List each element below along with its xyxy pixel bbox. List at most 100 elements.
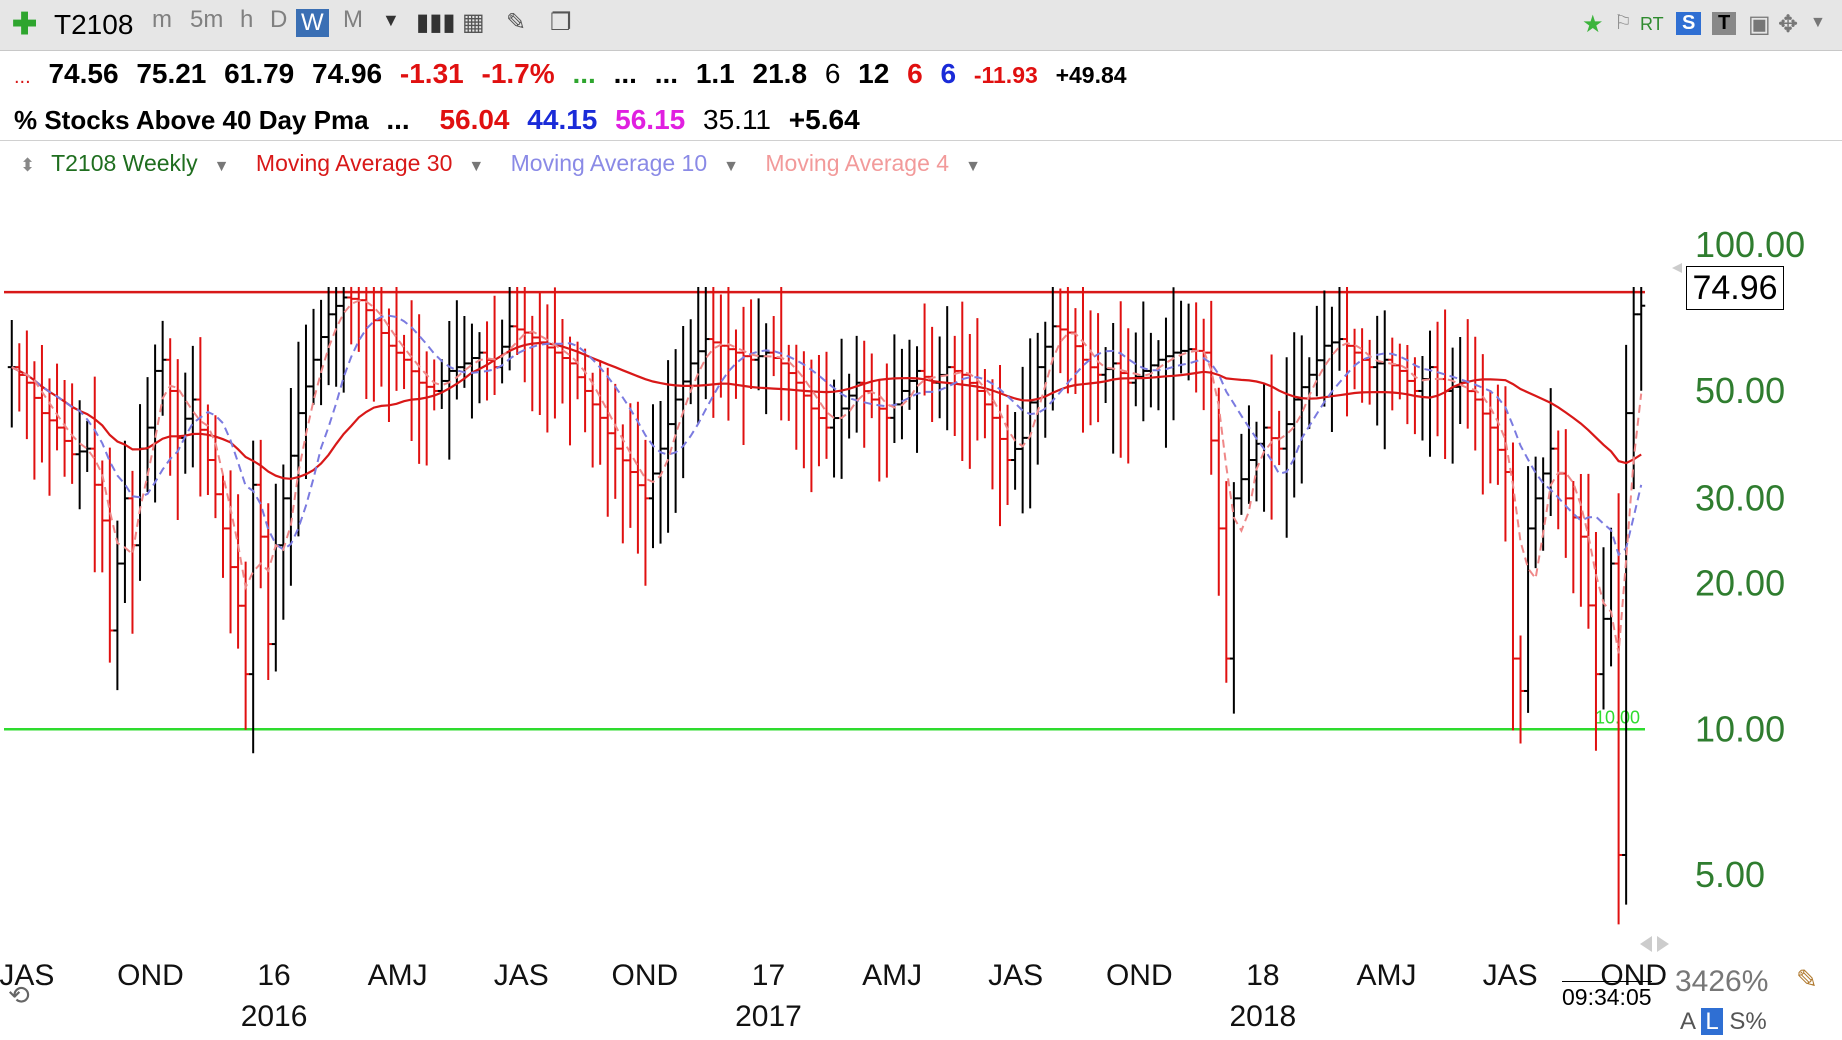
refresh-icon[interactable]: ⟲ bbox=[8, 980, 30, 1010]
reference-lines: 10.00 bbox=[4, 290, 1645, 731]
indicator-dots: ... bbox=[386, 104, 410, 135]
add-icon[interactable]: ✚ bbox=[12, 8, 38, 41]
pencil-icon[interactable]: ✎ bbox=[506, 9, 527, 36]
quote-close: 74.96 bbox=[312, 58, 383, 89]
tf-day[interactable]: D bbox=[270, 6, 288, 33]
legend-ma4[interactable]: Moving Average 4 ▼ bbox=[765, 150, 991, 176]
y-tick-label: 30.00 bbox=[1695, 477, 1785, 518]
x-year-label: 2018 bbox=[1230, 1000, 1297, 1033]
quote-v3: 6 bbox=[824, 58, 841, 89]
legend-ma10-label: Moving Average 10 bbox=[510, 150, 708, 176]
legend-ma30-caret-icon[interactable]: ▼ bbox=[468, 158, 485, 175]
price-pointer-icon bbox=[1672, 263, 1682, 273]
move-icon[interactable]: ✥ bbox=[1778, 11, 1799, 38]
price-bars bbox=[7, 286, 1646, 925]
scroll-left-icon bbox=[1640, 936, 1652, 952]
quote-change: -1.31 bbox=[399, 58, 464, 89]
realtime-label[interactable]: RT bbox=[1640, 14, 1664, 34]
bar-chart-icon[interactable]: ▮▮▮ bbox=[416, 9, 456, 36]
y-tick-label: 5.00 bbox=[1695, 854, 1765, 895]
x-period-label: JAS bbox=[0, 959, 54, 992]
x-period-label: AMJ bbox=[1356, 959, 1416, 992]
tf-minute[interactable]: m bbox=[152, 6, 172, 33]
quote-dots-2: ... bbox=[613, 58, 637, 89]
tf-hour[interactable]: h bbox=[240, 6, 254, 33]
x-period-label: JAS bbox=[1483, 959, 1538, 992]
legend-main[interactable]: T2108 Weekly ▼ bbox=[51, 150, 239, 176]
legend-ma4-caret-icon[interactable]: ▼ bbox=[965, 158, 981, 175]
quote-change-pct: -1.7% bbox=[481, 58, 555, 89]
x-period-label: OND bbox=[612, 959, 679, 992]
other-value: 35.11 bbox=[703, 104, 772, 135]
quote-v1: 1.1 bbox=[695, 58, 735, 89]
menu-caret-icon[interactable]: ▼ bbox=[1810, 14, 1826, 31]
y-tick-label: 100.00 bbox=[1695, 224, 1805, 265]
scroll-right-icon bbox=[1657, 936, 1669, 952]
dropdown-icon[interactable]: ▼ bbox=[382, 10, 400, 30]
x-period-label: AMJ bbox=[862, 959, 922, 992]
x-period-label: OND bbox=[117, 959, 184, 992]
quote-v6: 6 bbox=[940, 58, 957, 89]
legend: ⬍ T2108 Weekly ▼ Moving Average 30 ▼ Movin… bbox=[20, 150, 1001, 177]
x-period-label: JAS bbox=[494, 959, 549, 992]
indicator-name: % Stocks Above 40 Day Pma bbox=[14, 105, 369, 135]
ruler-icon[interactable]: ✎ bbox=[1796, 964, 1818, 994]
quote-v4: 12 bbox=[858, 58, 890, 89]
x-period-label: OND bbox=[1106, 959, 1173, 992]
quote-open: 74.56 bbox=[48, 58, 119, 89]
toolbar: ✚ T2108 m 5m h D W M ▼ ▮▮▮ ▦ ✎ ❐ ★ ⚐ RT … bbox=[0, 0, 1842, 51]
ma10-value: 44.15 bbox=[527, 104, 598, 135]
quote-v8: +49.84 bbox=[1055, 62, 1127, 88]
quote-line-2: % Stocks Above 40 Day Pma ... 56.04 44.1… bbox=[14, 104, 870, 140]
mode-log[interactable]: L bbox=[1701, 1008, 1723, 1035]
ma4-value: 56.15 bbox=[615, 104, 686, 135]
y-tick-label: 20.00 bbox=[1695, 563, 1785, 604]
quote-dots-3: ... bbox=[654, 58, 679, 89]
y-tick-label: 50.00 bbox=[1695, 370, 1785, 411]
legend-ma30-label: Moving Average 30 bbox=[255, 150, 453, 176]
zoom-level[interactable]: 3426% bbox=[1675, 965, 1769, 998]
x-year-label: 2016 bbox=[241, 1000, 308, 1033]
pages-icon[interactable]: ❐ bbox=[550, 9, 572, 36]
table-icon[interactable]: ▦ bbox=[462, 9, 485, 36]
legend-ma10-caret-icon[interactable]: ▼ bbox=[723, 158, 739, 175]
header-separator bbox=[0, 140, 1842, 141]
tf-week[interactable]: W bbox=[296, 9, 329, 37]
quote-high: 75.21 bbox=[136, 58, 207, 89]
save-icon[interactable]: ▣ bbox=[1748, 11, 1771, 38]
ma4-line bbox=[11, 299, 1643, 654]
t-button[interactable]: T bbox=[1712, 12, 1737, 35]
y-axis: 100.00 50.00 30.00 20.00 10.00 5.00 bbox=[1640, 224, 1805, 952]
flag-icon[interactable]: ⚐ bbox=[1614, 12, 1632, 34]
quote-v7: -11.93 bbox=[973, 62, 1038, 88]
tf-5minute[interactable]: 5m bbox=[190, 6, 224, 33]
star-icon[interactable]: ★ bbox=[1582, 11, 1604, 38]
moving-averages bbox=[11, 299, 1643, 654]
tf-month[interactable]: M bbox=[343, 6, 363, 33]
quote-v5: 6 bbox=[907, 58, 923, 89]
x-period-label: OND bbox=[1600, 959, 1667, 992]
legend-ma30[interactable]: Moving Average 30 ▼ bbox=[256, 150, 494, 176]
y-tick-label: 10.00 bbox=[1695, 708, 1785, 749]
x-year-label: 2017 bbox=[735, 1000, 802, 1033]
quote-dots-1: ... bbox=[572, 58, 596, 89]
ma30-line bbox=[11, 341, 1642, 480]
x-axis: JAS OND 16 AMJ JAS OND 17 AMJ JAS OND 18 AMJ JAS OND 2… bbox=[0, 959, 1667, 1033]
x-period-label: AMJ bbox=[368, 959, 428, 992]
scale-modes: A L S% bbox=[1680, 1008, 1767, 1036]
quote-v2: 21.8 bbox=[752, 58, 808, 89]
s-button[interactable]: S bbox=[1676, 12, 1702, 35]
legend-main-caret-icon[interactable]: ▼ bbox=[213, 158, 230, 175]
mode-auto[interactable]: A bbox=[1680, 1008, 1695, 1035]
quote-low: 61.79 bbox=[224, 58, 295, 89]
legend-main-label: T2108 Weekly bbox=[51, 150, 198, 176]
legend-ma10[interactable]: Moving Average 10 ▼ bbox=[511, 150, 749, 176]
updown-icon[interactable]: ⬍ bbox=[20, 155, 36, 175]
ma30-value: 56.04 bbox=[439, 104, 510, 135]
x-period-label: 18 bbox=[1246, 959, 1279, 992]
mode-percent[interactable]: S% bbox=[1729, 1008, 1767, 1035]
legend-ma4-label: Moving Average 4 bbox=[765, 150, 950, 176]
symbol-field[interactable]: T2108 bbox=[54, 9, 134, 40]
